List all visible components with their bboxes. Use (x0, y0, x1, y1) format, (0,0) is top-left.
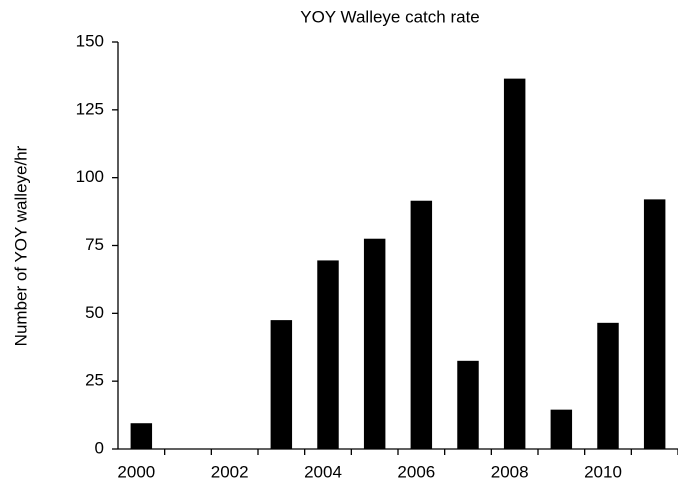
x-tick-label: 2000 (117, 462, 155, 481)
bar (597, 322, 619, 449)
bar (270, 320, 293, 449)
y-tick-label: 50 (85, 303, 104, 322)
y-tick-label: 100 (76, 167, 104, 186)
x-tick-label: 2006 (397, 462, 435, 481)
x-tick-label: 2002 (211, 462, 249, 481)
bar (363, 238, 386, 449)
x-tick-label: 2004 (304, 462, 342, 481)
bar (317, 260, 339, 449)
x-tick-label: 2010 (584, 462, 622, 481)
y-tick-label: 150 (76, 31, 104, 50)
bar (643, 199, 666, 449)
x-tick-label: 2008 (491, 462, 529, 481)
chart-title: YOY Walleye catch rate (300, 7, 480, 26)
bar (550, 409, 573, 449)
y-tick-label: 0 (95, 438, 104, 457)
bar (410, 200, 433, 449)
y-tick-label: 125 (76, 99, 104, 118)
y-tick-label: 25 (85, 371, 104, 390)
bar (130, 423, 153, 449)
y-axis-label: Number of YOY walleye/hr (11, 145, 30, 346)
y-tick-label: 75 (85, 235, 104, 254)
bar (503, 78, 526, 449)
bar (457, 360, 479, 449)
